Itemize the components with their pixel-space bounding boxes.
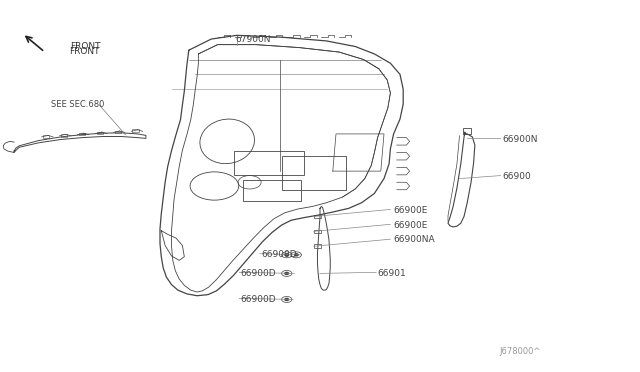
Bar: [282, 156, 346, 190]
Circle shape: [285, 298, 289, 301]
Circle shape: [285, 272, 289, 275]
Bar: [314, 230, 321, 233]
Bar: [243, 180, 301, 201]
Text: 66901: 66901: [378, 269, 406, 278]
Text: 66900: 66900: [502, 172, 531, 181]
Text: SEE SEC.680: SEE SEC.680: [51, 100, 104, 109]
Text: 66900E: 66900E: [394, 206, 428, 215]
Text: FRONT: FRONT: [70, 42, 101, 51]
Text: 66900D: 66900D: [240, 295, 276, 304]
Bar: [115, 131, 121, 133]
Circle shape: [285, 254, 289, 256]
Text: 67900N: 67900N: [236, 35, 271, 44]
Bar: [132, 129, 139, 132]
Bar: [314, 244, 321, 248]
Bar: [314, 215, 321, 218]
Text: J678000^: J678000^: [499, 347, 541, 356]
Bar: [61, 134, 67, 137]
Text: 66900N: 66900N: [502, 135, 538, 144]
Bar: [79, 133, 85, 135]
Text: 66900NA: 66900NA: [394, 235, 435, 244]
Text: FRONT: FRONT: [69, 47, 100, 56]
Text: 66900E: 66900E: [394, 221, 428, 230]
Text: 66900D: 66900D: [261, 250, 297, 259]
Bar: [43, 135, 49, 138]
Bar: [234, 151, 304, 175]
Text: 66900D: 66900D: [240, 269, 276, 278]
Bar: [97, 132, 103, 134]
Bar: [463, 128, 471, 134]
Circle shape: [294, 254, 298, 256]
